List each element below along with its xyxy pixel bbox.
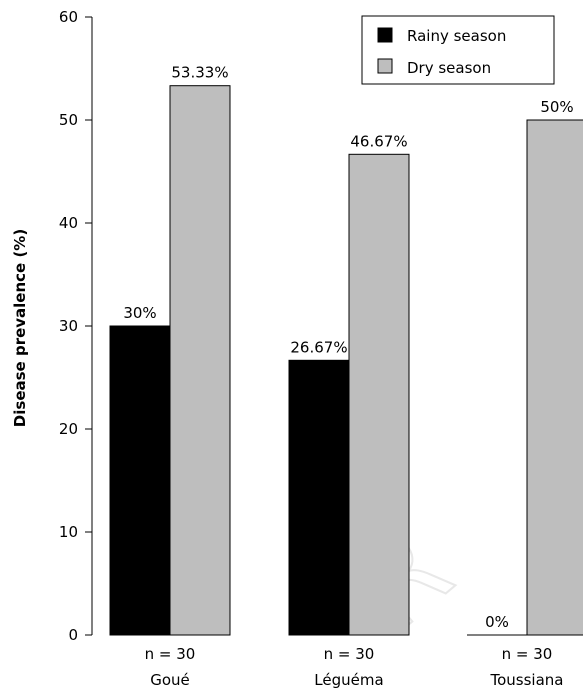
bar-dry xyxy=(348,153,410,636)
bar-rainy xyxy=(288,359,350,636)
data-label: 26.67% xyxy=(290,338,347,356)
data-label: 53.33% xyxy=(171,64,228,82)
category-label: Léguéma xyxy=(314,671,383,689)
bar-dry xyxy=(169,85,231,636)
y-tick-label: 30 xyxy=(59,317,78,335)
y-tick-label: 40 xyxy=(59,214,78,232)
bar-rainy xyxy=(109,325,171,636)
y-tick-label: 50 xyxy=(59,111,78,129)
data-label: 50% xyxy=(540,98,573,116)
y-tick-label: 10 xyxy=(59,523,78,541)
legend-label-dry: Dry season xyxy=(407,59,491,77)
category-label: Goué xyxy=(150,671,190,689)
legend-frame xyxy=(361,15,555,85)
y-axis: 0 10 20 30 40 50 60 xyxy=(59,8,93,644)
data-label: 0% xyxy=(485,613,509,631)
data-label: 30% xyxy=(123,304,156,322)
legend-label-rainy: Rainy season xyxy=(407,27,506,45)
category-labels: n = 30 Goué n = 30 Léguéma n = 30 Toussiana xyxy=(145,645,564,689)
legend-swatch-dry xyxy=(377,58,393,74)
sample-size-label: n = 30 xyxy=(145,645,196,663)
data-labels: 30% 53.33% 26.67% 46.67% 0% 50% xyxy=(123,64,573,631)
legend: Rainy season Dry season xyxy=(361,15,555,85)
y-tick-label: 60 xyxy=(59,8,78,26)
sample-size-label: n = 30 xyxy=(502,645,553,663)
data-label: 46.67% xyxy=(350,132,407,150)
legend-swatch-rainy xyxy=(377,27,393,43)
bar-dry xyxy=(526,119,583,636)
category-label: Toussiana xyxy=(490,671,564,689)
y-axis-title: Disease prevalence (%) xyxy=(11,229,29,427)
sample-size-label: n = 30 xyxy=(324,645,375,663)
bars xyxy=(109,85,583,636)
y-tick-label: 20 xyxy=(59,420,78,438)
y-tick-label: 0 xyxy=(68,626,78,644)
